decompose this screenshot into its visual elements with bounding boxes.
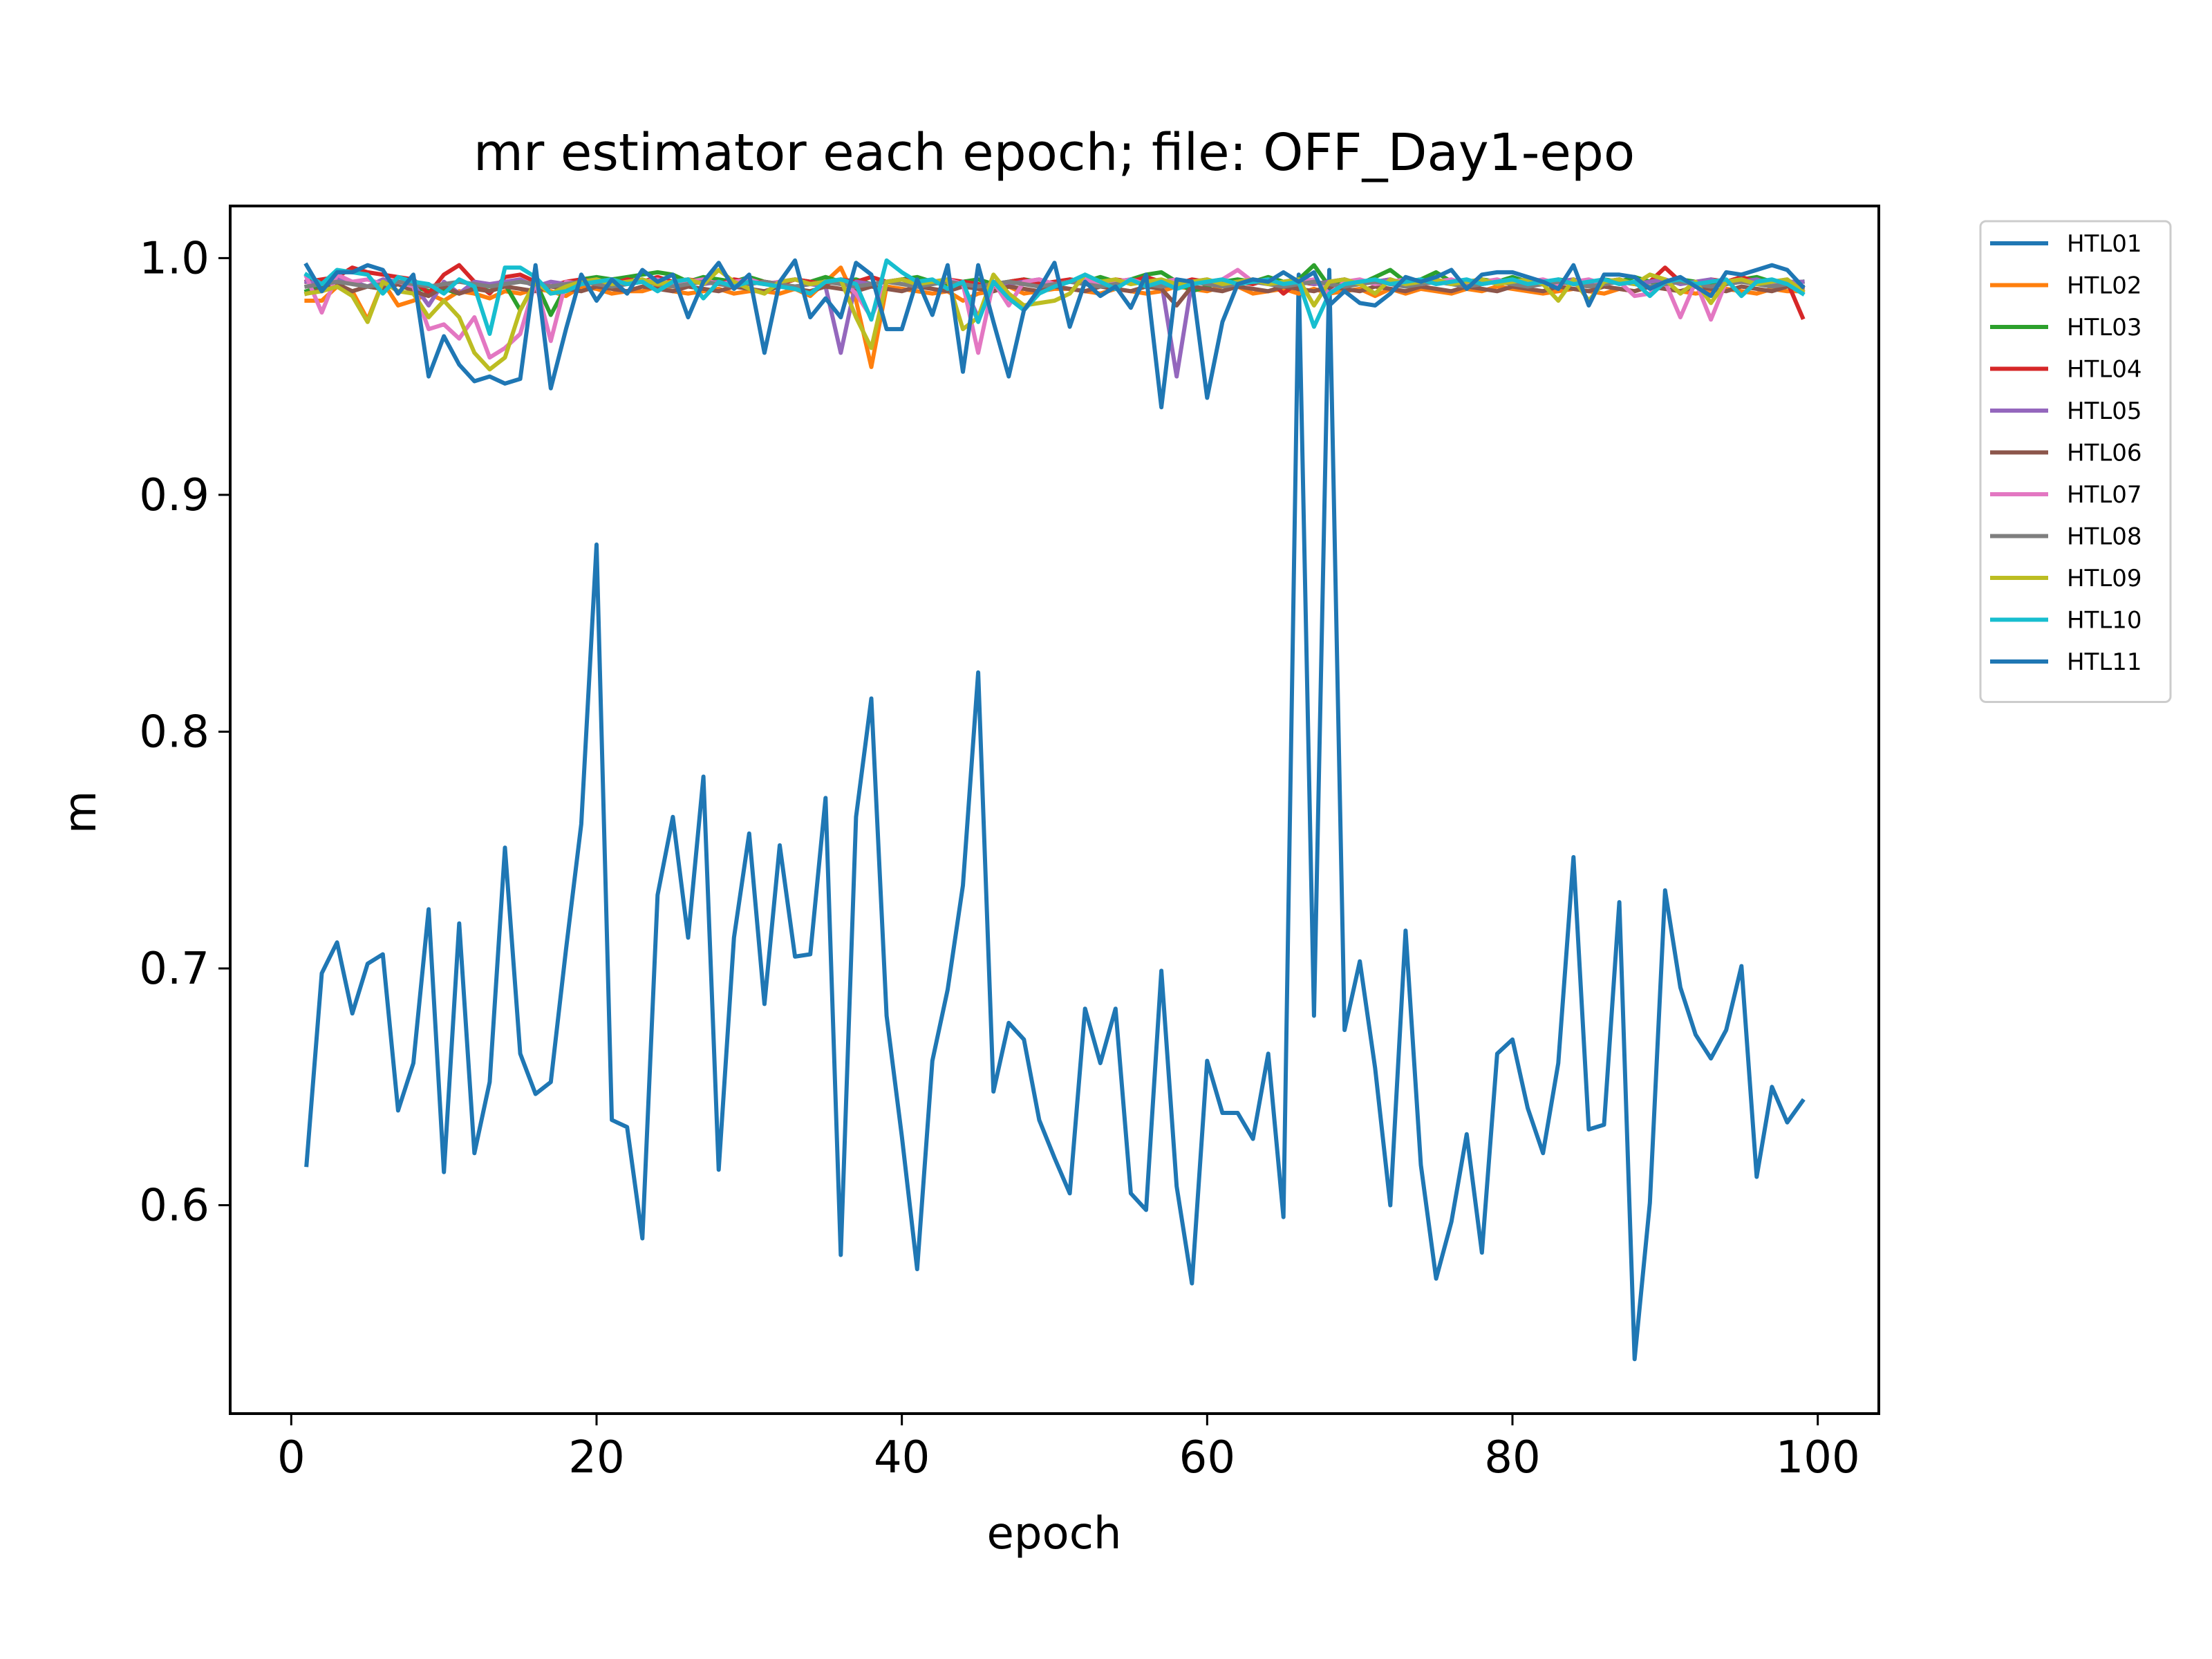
legend: HTL01 HTL02 HTL03 HTL04 HTL05 HTL06 HTL07 HTL08…: [1979, 220, 2172, 703]
y-tick-label: 0.9: [139, 470, 209, 521]
legend-label-htl04: HTL04: [2067, 356, 2142, 384]
x-tick-label: 60: [1179, 1432, 1235, 1483]
y-tick-label: 0.6: [139, 1181, 209, 1232]
x-axis-label: epoch: [987, 1508, 1122, 1559]
y-axis-label: m: [55, 791, 106, 834]
legend-label-htl10: HTL10: [2067, 607, 2142, 635]
legend-label-htl06: HTL06: [2067, 440, 2142, 467]
legend-box: [1979, 220, 2172, 703]
legend-label-htl05: HTL05: [2067, 397, 2142, 425]
y-tick-label: 0.7: [139, 944, 209, 995]
x-tick-label: 20: [568, 1432, 624, 1483]
y-tick-label: 0.8: [139, 706, 209, 758]
legend-label-htl09: HTL09: [2067, 565, 2142, 592]
series-line-htl01: [304, 268, 1806, 1362]
series-line-htl11: [303, 258, 1806, 410]
chart-title: mr estimator each epoch; file: OFF_Day1-…: [474, 123, 1635, 182]
legend-label-htl07: HTL07: [2067, 481, 2142, 509]
legend-label-htl08: HTL08: [2067, 523, 2142, 551]
x-axis: 0 20 40 60 80 100: [277, 1414, 1860, 1483]
legend-label-htl11: HTL11: [2067, 648, 2142, 676]
y-axis: 0.6 0.7 0.8 0.9 1.0: [139, 233, 230, 1232]
legend-label-htl03: HTL03: [2067, 314, 2142, 341]
x-tick-label: 100: [1776, 1432, 1860, 1483]
y-tick-label: 1.0: [139, 233, 209, 284]
plot-area: [303, 258, 1806, 1362]
series-line-htl08: [303, 279, 1806, 289]
x-tick-label: 80: [1484, 1432, 1540, 1483]
axes-frame: [229, 205, 1880, 1415]
series-line-htl10: [303, 258, 1806, 336]
legend-label-htl01: HTL01: [2067, 230, 2142, 258]
x-tick-label: 0: [277, 1432, 306, 1483]
x-tick-label: 40: [874, 1432, 930, 1483]
legend-label-htl02: HTL02: [2067, 272, 2142, 300]
